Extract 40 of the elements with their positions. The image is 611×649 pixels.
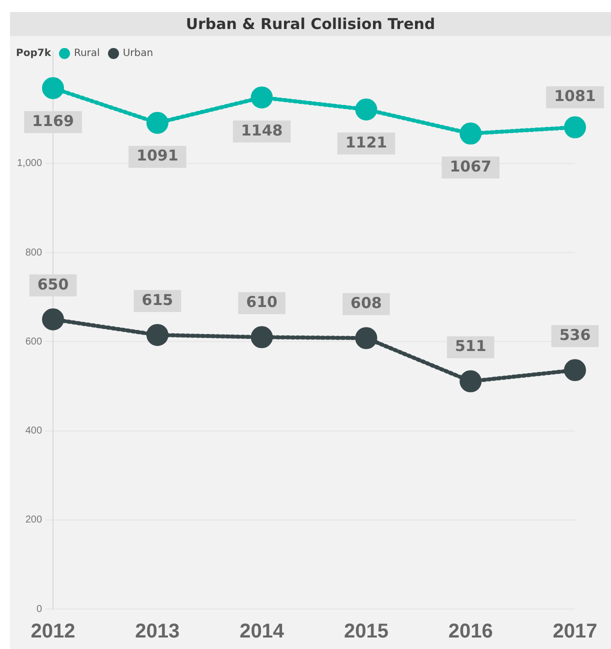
point — [42, 308, 64, 330]
data-label: 615 — [142, 290, 174, 309]
point — [146, 324, 168, 346]
y-tick-label: 1,000 — [16, 158, 42, 170]
x-tick-label: 2015 — [344, 620, 388, 643]
x-tick-label: 2017 — [552, 620, 598, 643]
x-tick-label: 2013 — [135, 620, 180, 643]
y-tick-label: 400 — [25, 426, 42, 437]
data-label: 610 — [246, 293, 278, 312]
x-tick-label: 2016 — [448, 620, 493, 643]
point — [460, 370, 482, 392]
y-tick-label: 200 — [25, 514, 42, 526]
data-label: 1169 — [32, 112, 74, 130]
point — [460, 122, 482, 145]
chart-title: Urban & Rural Collision Trend — [10, 12, 611, 36]
y-tick-label: 800 — [25, 247, 42, 258]
data-label: 511 — [454, 337, 486, 356]
data-label: 1121 — [345, 133, 388, 152]
data-label: 1081 — [554, 87, 596, 106]
data-label: 536 — [559, 326, 591, 344]
point — [564, 359, 586, 382]
point — [250, 86, 273, 108]
y-tick-label: 600 — [25, 336, 42, 348]
data-label: 1091 — [136, 146, 178, 165]
data-label: 650 — [37, 275, 69, 294]
legend-label: Rural — [74, 48, 100, 59]
point — [355, 327, 378, 350]
legend-label: Urban — [122, 48, 154, 59]
data-label: 608 — [350, 294, 382, 312]
data-label: 1067 — [450, 157, 492, 176]
y-tick-label: 0 — [36, 604, 42, 615]
point — [355, 98, 378, 120]
x-tick-label: 2012 — [30, 620, 76, 643]
legend-title: Pop7k — [16, 48, 51, 59]
point — [250, 326, 273, 348]
x-tick-label: 2014 — [240, 620, 285, 643]
point — [564, 116, 586, 138]
point — [42, 77, 64, 100]
point — [146, 112, 168, 134]
data-label: 1148 — [240, 121, 283, 140]
